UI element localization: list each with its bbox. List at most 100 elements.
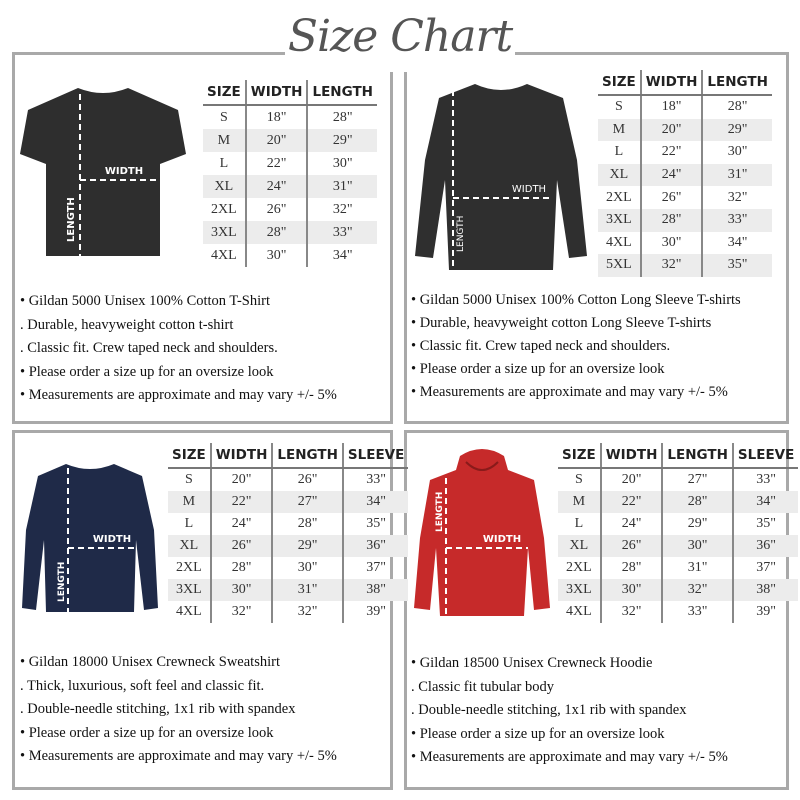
table-cell-size: 2XL bbox=[566, 560, 592, 575]
table-cell-width: 28" bbox=[209, 557, 273, 579]
table-row: 3XL 30" 32" 38" bbox=[558, 579, 799, 601]
features-hoodie: • Gildan 18500 Unisex Crewneck Hoodie . C… bbox=[411, 652, 728, 770]
features-longsleeve: • Gildan 5000 Unisex 100% Cotton Long Sl… bbox=[411, 289, 741, 404]
table-cell-width: 30" bbox=[209, 579, 273, 601]
table-cell-width: 20" bbox=[639, 118, 703, 142]
table-cell-size: L bbox=[219, 155, 229, 171]
feature-item: • Please order a size up for an oversize… bbox=[20, 724, 274, 741]
table-cell-width: 20" bbox=[599, 468, 663, 491]
table-cell-sleeve: 33" bbox=[341, 468, 409, 491]
feature-item: • Please order a size up for an oversize… bbox=[20, 363, 274, 380]
table-row: XL 24" 31" bbox=[203, 175, 377, 198]
table-cell-length: 32" bbox=[701, 186, 772, 209]
column-header-size: SIZE bbox=[203, 80, 246, 106]
table-cell-length: 31" bbox=[306, 175, 377, 198]
feature-item: • Gildan 18000 Unisex Crewneck Sweatshir… bbox=[20, 654, 280, 670]
table-header-row: SIZE WIDTH LENGTH bbox=[203, 80, 377, 106]
table-cell-length: 32" bbox=[306, 198, 377, 221]
column-header-sleeve: SLEEVE bbox=[341, 443, 409, 469]
column-header-width: WIDTH bbox=[209, 443, 273, 469]
table-cell-length: 29" bbox=[661, 513, 733, 535]
table-row: 2XL 28" 31" 37" bbox=[558, 557, 799, 579]
column-header-length: LENGTH bbox=[701, 70, 772, 96]
column-header-width: WIDTH bbox=[244, 80, 308, 106]
hoodie-image: WIDTH LENGTH bbox=[414, 449, 550, 616]
page-title: Size Chart bbox=[285, 2, 515, 72]
table-cell-size: S bbox=[219, 109, 228, 125]
longsleeve-image: WIDTH LENGTH bbox=[415, 84, 587, 270]
hoodie-shape bbox=[414, 449, 550, 616]
feature-item: • Durable, heavyweight cotton Long Sleev… bbox=[411, 315, 712, 331]
table-cell-size: XL bbox=[598, 163, 641, 187]
table-cell-size: M bbox=[168, 491, 211, 513]
column-header-length: LENGTH bbox=[271, 443, 343, 469]
table-cell-sleeve: 34" bbox=[731, 491, 799, 513]
table-cell-width: 26" bbox=[209, 535, 273, 557]
table-row: S 20" 27" 33" bbox=[558, 468, 799, 491]
feature-item: . Classic fit tubular body bbox=[411, 678, 554, 695]
width-label: WIDTH bbox=[483, 534, 521, 545]
table-cell-width: 20" bbox=[209, 468, 273, 491]
tshirt-image: WIDTH LENGTH bbox=[20, 88, 186, 256]
table-cell-length: 31" bbox=[661, 557, 733, 579]
table-cell-size: 4XL bbox=[566, 604, 592, 619]
table-cell-size: M bbox=[558, 491, 601, 513]
column-header-length: LENGTH bbox=[661, 443, 733, 469]
table-cell-width: 28" bbox=[599, 557, 663, 579]
table-cell-size: 3XL bbox=[598, 208, 641, 232]
table-cell-length: 29" bbox=[701, 118, 772, 142]
table-row: 5XL 32" 35" bbox=[598, 254, 772, 277]
table-cell-width: 22" bbox=[639, 141, 703, 164]
table-row: L 24" 29" 35" bbox=[558, 513, 799, 535]
table-cell-sleeve: 36" bbox=[731, 535, 799, 557]
table-row: M 22" 28" 34" bbox=[558, 491, 799, 513]
table-cell-length: 32" bbox=[661, 579, 733, 601]
feature-item: . Durable, heavyweight cotton t-shirt bbox=[20, 316, 234, 333]
table-cell-sleeve: 38" bbox=[341, 579, 409, 601]
table-cell-size: L bbox=[574, 516, 584, 531]
table-cell-sleeve: 37" bbox=[341, 557, 409, 579]
table-cell-sleeve: 37" bbox=[731, 557, 799, 579]
table-cell-width: 26" bbox=[244, 198, 308, 221]
feature-item: • Measurements are approximate and may v… bbox=[411, 384, 728, 400]
table-cell-sleeve: 34" bbox=[341, 491, 409, 513]
table-cell-size: 4XL bbox=[606, 234, 632, 250]
table-cell-length: 34" bbox=[701, 231, 772, 255]
table-cell-width: 18" bbox=[639, 95, 703, 119]
table-cell-width: 32" bbox=[639, 254, 703, 277]
table-row: 3XL 28" 33" bbox=[598, 208, 772, 232]
table-row: 4XL 30" 34" bbox=[203, 244, 377, 267]
table-cell-length: 29" bbox=[271, 535, 343, 557]
table-cell-sleeve: 39" bbox=[731, 601, 799, 623]
column-header-size: SIZE bbox=[558, 443, 601, 469]
table-row: S 18" 28" bbox=[598, 95, 772, 119]
table-row: 2XL 26" 32" bbox=[598, 186, 772, 209]
table-row: XL 24" 31" bbox=[598, 163, 772, 187]
width-label: WIDTH bbox=[512, 184, 546, 195]
table-cell-length: 30" bbox=[661, 535, 733, 557]
table-cell-width: 28" bbox=[244, 221, 308, 244]
table-cell-size: 2XL bbox=[176, 560, 202, 575]
table-cell-size: XL bbox=[558, 535, 601, 557]
sweatshirt-shape bbox=[22, 464, 158, 612]
table-row: M 22" 27" 34" bbox=[168, 491, 409, 513]
length-label: LENGTH bbox=[57, 562, 67, 602]
table-cell-width: 22" bbox=[599, 491, 663, 513]
length-label: LENGTH bbox=[456, 216, 466, 252]
sweatshirt-image: WIDTH LENGTH bbox=[22, 464, 158, 612]
table-cell-width: 28" bbox=[639, 208, 703, 232]
feature-item: . Double-needle stitching, 1x1 rib with … bbox=[411, 702, 687, 718]
table-cell-length: 27" bbox=[661, 468, 733, 491]
feature-item: . Double-needle stitching, 1x1 rib with … bbox=[20, 701, 296, 717]
table-cell-width: 18" bbox=[244, 105, 308, 129]
table-row: XL 26" 29" 36" bbox=[168, 535, 409, 557]
feature-item: • Measurements are approximate and may v… bbox=[411, 749, 728, 765]
longsleeve-shape bbox=[415, 84, 587, 270]
table-cell-width: 30" bbox=[639, 231, 703, 255]
table-cell-width: 30" bbox=[244, 244, 308, 267]
feature-item: . Classic fit. Crew taped neck and shoul… bbox=[20, 340, 278, 356]
table-cell-length: 30" bbox=[271, 557, 343, 579]
table-cell-length: 29" bbox=[306, 129, 377, 152]
table-cell-width: 22" bbox=[209, 491, 273, 513]
table-cell-width: 22" bbox=[244, 152, 308, 175]
